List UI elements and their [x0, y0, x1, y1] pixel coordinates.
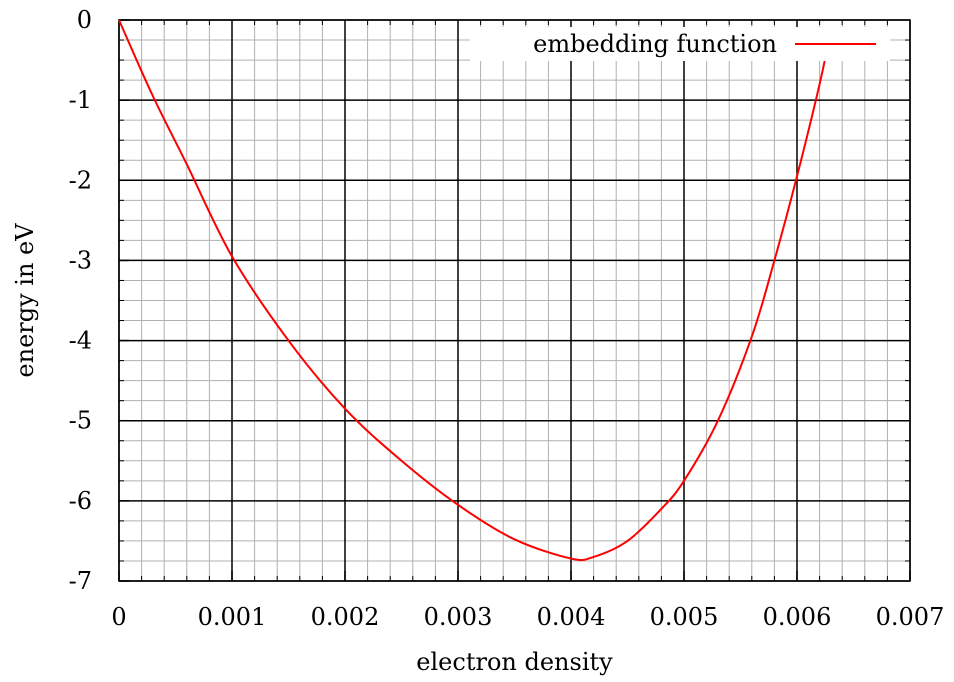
- axis-ticks: [118, 19, 911, 582]
- y-axis-title: energy in eV: [11, 223, 39, 378]
- x-tick-label: 0.004: [537, 603, 606, 631]
- y-tick-labels: 0 -1 -2 -3 -4 -5 -6 -7: [69, 6, 92, 595]
- y-tick-label: -6: [69, 487, 92, 515]
- y-tick-label: -5: [69, 407, 92, 435]
- x-tick-label: 0.007: [876, 603, 945, 631]
- x-tick-label: 0.005: [650, 603, 719, 631]
- minor-grid: [119, 20, 910, 581]
- y-tick-label: -1: [69, 86, 92, 114]
- x-tick-label: 0.002: [311, 603, 380, 631]
- x-tick-label: 0.001: [198, 603, 267, 631]
- legend: embedding function: [470, 27, 890, 61]
- y-tick-label: -4: [69, 327, 92, 355]
- x-tick-label: 0: [111, 603, 126, 631]
- x-tick-label: 0.006: [763, 603, 832, 631]
- x-tick-labels: 0 0.001 0.002 0.003 0.004 0.005 0.006 0.007: [111, 603, 944, 631]
- x-axis-title: electron density: [416, 648, 613, 676]
- y-tick-label: -2: [69, 166, 92, 194]
- y-tick-label: 0: [77, 6, 92, 34]
- series-line: [118, 19, 832, 562]
- legend-label: embedding function: [533, 30, 777, 58]
- x-tick-label: 0.003: [424, 603, 493, 631]
- series-lines: [118, 19, 832, 562]
- y-tick-label: -7: [69, 567, 92, 595]
- y-tick-label: -3: [69, 246, 92, 274]
